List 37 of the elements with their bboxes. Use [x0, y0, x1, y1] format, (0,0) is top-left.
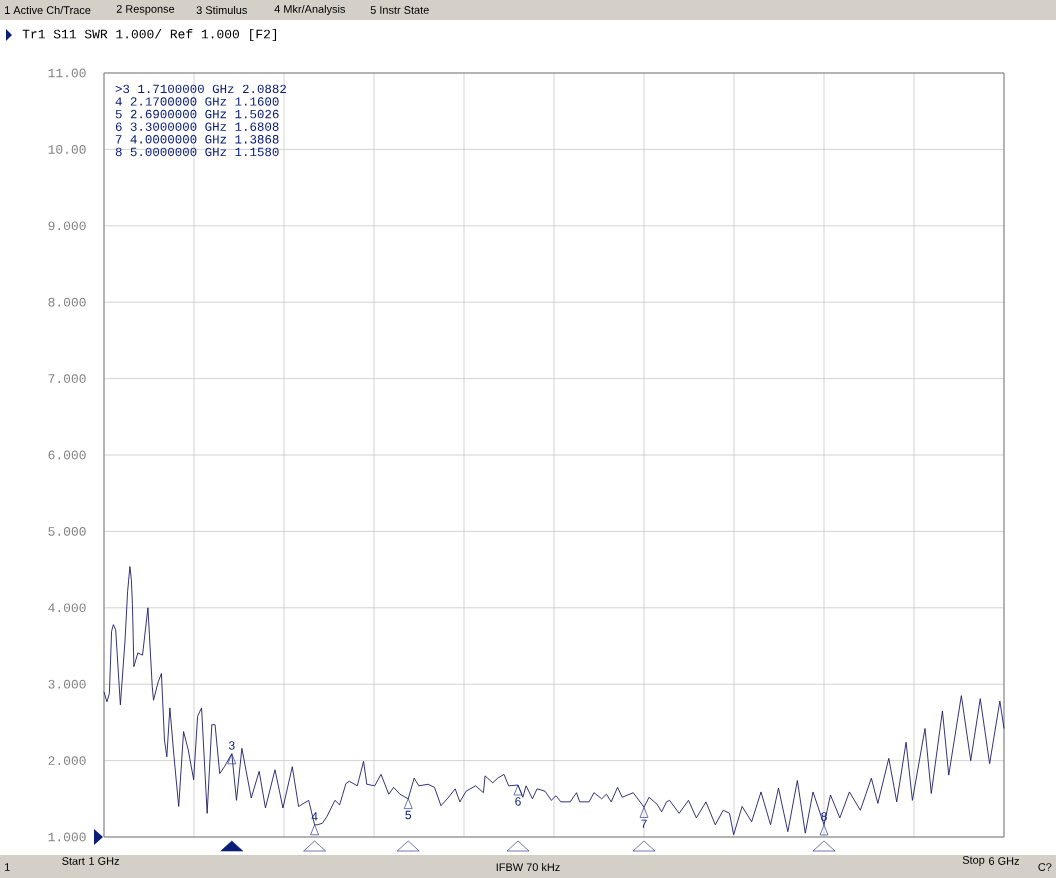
y-tick-label: 3.000	[48, 679, 86, 689]
annotation: 6 3.3000000 GHz 1.6808	[115, 122, 279, 131]
y-tick-label: 9.000	[48, 221, 86, 231]
text: 4 Mkr/Analysis	[274, 4, 346, 16]
annotation: 5	[405, 810, 412, 820]
line-series	[103, 566, 1005, 836]
y-tick-label: 2.000	[48, 756, 86, 765]
text: Start	[62, 857, 85, 865]
annotation: 3	[228, 741, 235, 750]
y-tick-label: 5.000	[48, 526, 86, 536]
annotation: 8	[821, 812, 827, 821]
annotation: 7	[641, 819, 647, 828]
annotation: 4	[311, 812, 318, 821]
y-tick-label: 10.00	[48, 144, 86, 154]
y-tick-label: 4.000	[48, 603, 86, 613]
text: 5 Instr State	[370, 6, 429, 14]
annotation: 8 5.0000000 GHz 1.1580	[115, 147, 279, 157]
y-tick-label: 11.00	[48, 68, 86, 78]
x-tick-label: 1 GHz	[89, 857, 119, 865]
annotation: 6	[515, 797, 521, 806]
text: 1	[5, 863, 10, 871]
text: Stop	[962, 856, 985, 866]
text: IFBW 70 kHz	[496, 862, 560, 872]
text: 2 Response	[116, 5, 175, 15]
chart-title: Tr1 S11 SWR 1.000/ Ref 1.000 [F2]	[22, 28, 277, 42]
annotation: 5 2.6900000 GHz 1.5026	[115, 109, 279, 119]
y-tick-label: 1.000	[48, 832, 86, 842]
text: 1 Active Ch/Trace	[5, 5, 91, 15]
text: C?	[1038, 863, 1052, 871]
y-tick-label: 8.000	[48, 297, 86, 307]
y-tick-label: 6.000	[48, 450, 86, 460]
y-tick-label: 7.000	[48, 374, 86, 383]
annotation: 4 2.1700000 GHz 1.1600	[115, 97, 279, 106]
x-tick-label: 6 GHz	[989, 857, 1019, 865]
annotation: 7 4.0000000 GHz 1.3868	[115, 135, 279, 144]
text: 3 Stimulus	[196, 5, 247, 15]
annotation: >3 1.7100000 GHz 2.0882	[115, 84, 286, 94]
